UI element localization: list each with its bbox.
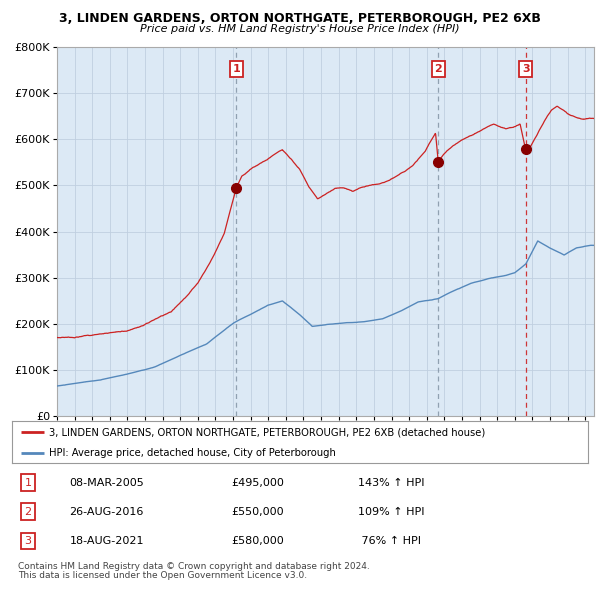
Text: Price paid vs. HM Land Registry's House Price Index (HPI): Price paid vs. HM Land Registry's House … (140, 24, 460, 34)
Text: This data is licensed under the Open Government Licence v3.0.: This data is licensed under the Open Gov… (18, 571, 307, 579)
Text: Contains HM Land Registry data © Crown copyright and database right 2024.: Contains HM Land Registry data © Crown c… (18, 562, 370, 571)
Text: 2: 2 (434, 64, 442, 74)
Text: 18-AUG-2021: 18-AUG-2021 (70, 536, 144, 546)
Text: 1: 1 (233, 64, 240, 74)
Text: 3: 3 (522, 64, 530, 74)
Text: 2: 2 (25, 507, 32, 517)
Text: 143% ↑ HPI: 143% ↑ HPI (358, 477, 424, 487)
Text: 1: 1 (25, 477, 32, 487)
Text: £495,000: £495,000 (231, 477, 284, 487)
Text: 3, LINDEN GARDENS, ORTON NORTHGATE, PETERBOROUGH, PE2 6XB: 3, LINDEN GARDENS, ORTON NORTHGATE, PETE… (59, 12, 541, 25)
Text: 3: 3 (25, 536, 32, 546)
Text: £550,000: £550,000 (231, 507, 284, 517)
Text: £580,000: £580,000 (231, 536, 284, 546)
Text: 08-MAR-2005: 08-MAR-2005 (70, 477, 145, 487)
Text: 26-AUG-2016: 26-AUG-2016 (70, 507, 144, 517)
Text: 76% ↑ HPI: 76% ↑ HPI (358, 536, 421, 546)
Text: 109% ↑ HPI: 109% ↑ HPI (358, 507, 424, 517)
Text: HPI: Average price, detached house, City of Peterborough: HPI: Average price, detached house, City… (49, 448, 337, 457)
Text: 3, LINDEN GARDENS, ORTON NORTHGATE, PETERBOROUGH, PE2 6XB (detached house): 3, LINDEN GARDENS, ORTON NORTHGATE, PETE… (49, 427, 485, 437)
